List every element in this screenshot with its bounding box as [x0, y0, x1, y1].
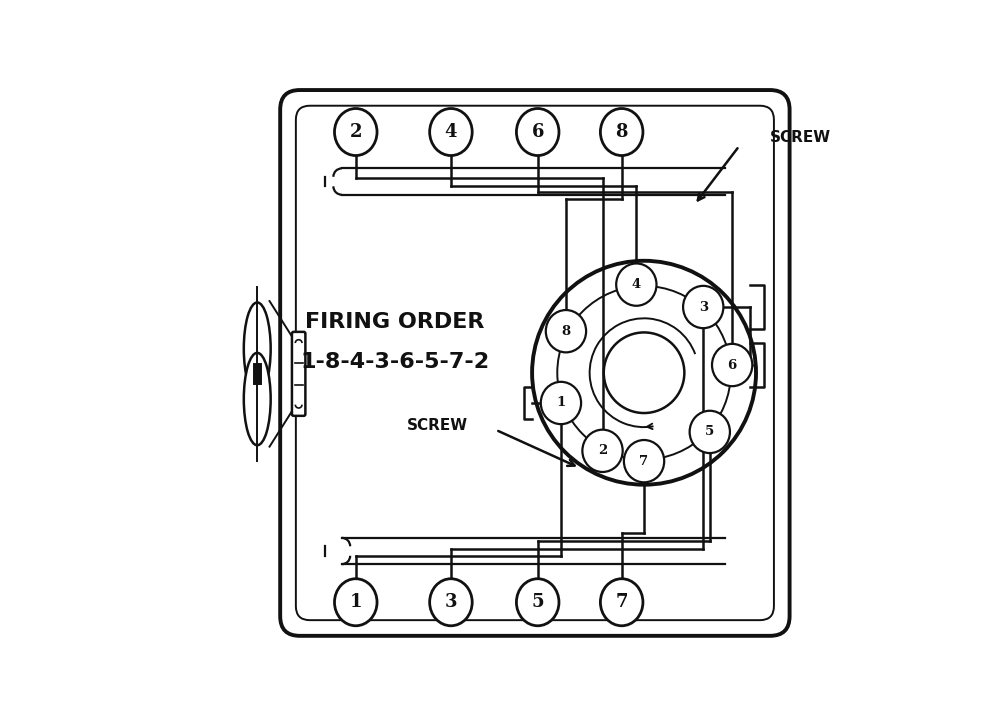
Ellipse shape [582, 430, 623, 472]
Text: 1: 1 [556, 396, 566, 409]
Circle shape [557, 286, 731, 459]
Ellipse shape [430, 108, 472, 156]
Ellipse shape [334, 579, 377, 626]
Text: FIRING ORDER: FIRING ORDER [305, 313, 485, 332]
Text: 4: 4 [632, 278, 641, 291]
Text: 5: 5 [531, 593, 544, 611]
Text: 6: 6 [531, 123, 544, 141]
FancyBboxPatch shape [292, 332, 305, 416]
Text: 3: 3 [699, 300, 708, 313]
Text: 3: 3 [445, 593, 457, 611]
Ellipse shape [690, 411, 730, 453]
Ellipse shape [244, 353, 271, 445]
Circle shape [532, 261, 756, 485]
Circle shape [604, 332, 684, 413]
Text: 7: 7 [639, 454, 649, 467]
Ellipse shape [516, 579, 559, 626]
Text: 1: 1 [350, 593, 362, 611]
Bar [254, 364, 261, 384]
Ellipse shape [600, 579, 643, 626]
Ellipse shape [712, 344, 752, 386]
Text: 2: 2 [350, 123, 362, 141]
Text: 2: 2 [598, 444, 607, 457]
Ellipse shape [546, 310, 586, 353]
Text: 7: 7 [615, 593, 628, 611]
Text: 8: 8 [561, 325, 571, 338]
Text: SCREW: SCREW [407, 419, 468, 433]
Ellipse shape [600, 108, 643, 156]
Text: 4: 4 [445, 123, 457, 141]
Ellipse shape [541, 382, 581, 424]
Text: SCREW: SCREW [770, 130, 831, 145]
Ellipse shape [334, 108, 377, 156]
FancyBboxPatch shape [280, 90, 790, 636]
Text: 8: 8 [615, 123, 628, 141]
Ellipse shape [616, 263, 656, 306]
Text: 6: 6 [728, 358, 737, 371]
Ellipse shape [244, 302, 271, 395]
Ellipse shape [430, 579, 472, 626]
Ellipse shape [624, 440, 664, 482]
Text: 1-8-4-3-6-5-7-2: 1-8-4-3-6-5-7-2 [300, 352, 490, 371]
Ellipse shape [516, 108, 559, 156]
Ellipse shape [683, 286, 723, 328]
Text: 5: 5 [705, 425, 714, 438]
